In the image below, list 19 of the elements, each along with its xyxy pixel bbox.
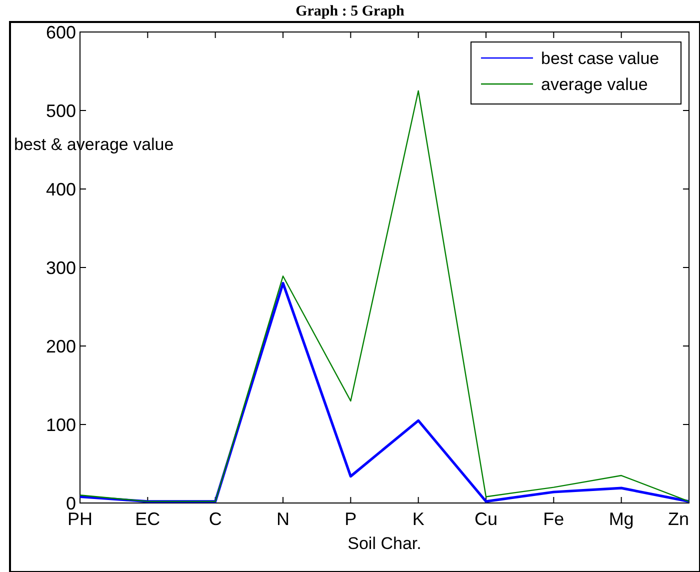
y-tick-label: 100 [46, 414, 76, 435]
x-tick-label: K [412, 509, 424, 529]
y-tick-label: 300 [46, 258, 76, 278]
y-tick-label: 200 [46, 336, 76, 356]
x-tick-label: EC [135, 509, 160, 529]
y-tick-label: 500 [46, 100, 76, 121]
chart-title: Graph : 5 Graph [296, 3, 406, 20]
legend-label: average value [541, 74, 648, 94]
y-tick-label: 400 [46, 179, 76, 200]
y-tick-label: 600 [46, 22, 76, 42]
legend-label: best case value [541, 48, 660, 68]
x-tick-label: C [208, 509, 222, 529]
x-tick-label: P [344, 509, 357, 529]
x-tick-label: N [276, 509, 290, 529]
x-axis-title: Soil Char. [348, 534, 422, 553]
x-tick-label: Zn [668, 509, 689, 529]
x-tick-label: Cu [474, 509, 498, 529]
x-tick-label: Mg [608, 509, 634, 529]
x-tick-label: Fe [543, 509, 564, 529]
